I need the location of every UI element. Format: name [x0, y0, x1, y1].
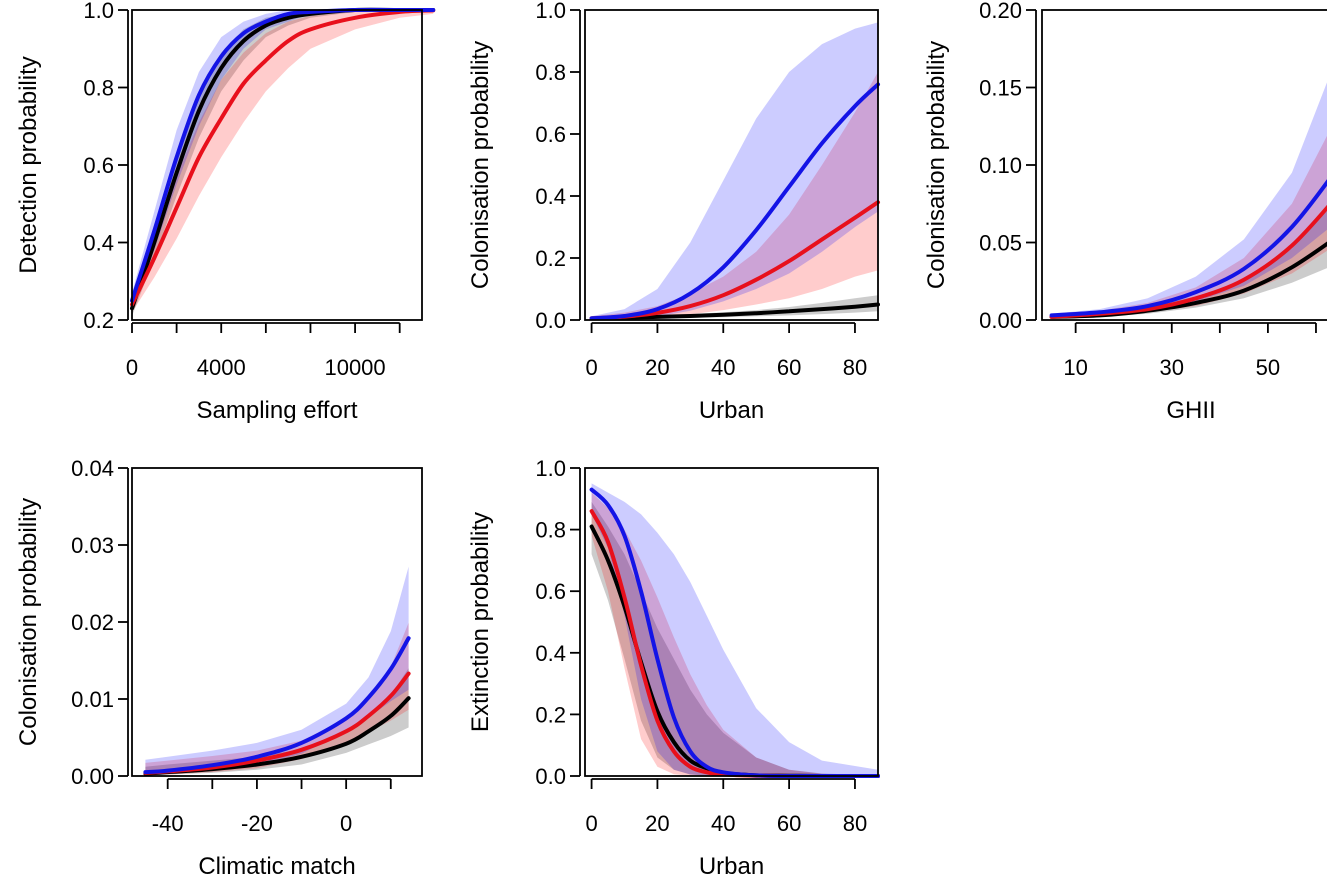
y-tick-label: 0.10 — [979, 153, 1022, 178]
ci-band-blue — [591, 22, 878, 320]
panel-3: 10 30 50 GHII 0.00 0.05 0.10 0.15 0.20 Colonisati… — [923, 0, 1327, 424]
plot-frame — [584, 467, 879, 777]
panel-5: 0 20 40 60 80 Urban 0.0 0.2 0.4 0.6 0.8 1.0 Extincti… — [467, 456, 880, 879]
x-tick-label: 40 — [711, 355, 735, 380]
ci-band-black — [145, 668, 409, 776]
y-tick-label: 0.00 — [71, 764, 114, 789]
y-tick-label: 0.0 — [535, 764, 566, 789]
ci-band-blue — [591, 483, 878, 776]
y-tick-label: 0.00 — [979, 308, 1022, 333]
ci-band-black — [1051, 210, 1327, 319]
y-axis-title: Detection probability — [15, 56, 42, 273]
y-tick-label: 0.4 — [535, 641, 566, 666]
x-tick-label: 50 — [1256, 355, 1280, 380]
curve-blue — [143, 636, 411, 775]
ci-band-blue — [132, 10, 434, 309]
y-tick-label: 0.6 — [535, 579, 566, 604]
x-tick-label: 4000 — [197, 355, 246, 380]
ci-band-red — [591, 72, 878, 320]
x-tick-label: 0 — [340, 811, 352, 836]
x-tick-label: 0 — [126, 355, 138, 380]
ci-band-red — [591, 492, 878, 776]
x-tick-label: -40 — [152, 811, 184, 836]
x-tick-label: 20 — [645, 811, 669, 836]
y-tick-label: 0.2 — [535, 702, 566, 727]
curve-blue — [589, 82, 880, 321]
plot-frame — [131, 9, 423, 321]
y-tick-label: 0.8 — [535, 60, 566, 85]
plot-frame — [584, 9, 879, 321]
y-tick-label: 0.8 — [535, 518, 566, 543]
y-tick-label: 0.6 — [83, 153, 114, 178]
y-tick-label: 0.2 — [83, 308, 114, 333]
y-tick-label: 0.8 — [83, 76, 114, 101]
plot-frame — [1041, 9, 1327, 321]
y-axis-title: Extinction probability — [467, 512, 494, 732]
x-tick-label: 0 — [585, 811, 597, 836]
y-tick-label: 0.2 — [535, 246, 566, 271]
x-tick-label: -20 — [241, 811, 273, 836]
x-tick-label: 80 — [843, 811, 867, 836]
y-tick-label: 0.4 — [83, 231, 114, 256]
ci-band-black — [591, 295, 878, 320]
panel-2: 0 20 40 60 80 Urban 0.0 0.2 0.4 0.6 0.8 1.0 Colonisa… — [467, 0, 880, 424]
plot-frame — [131, 467, 423, 777]
y-tick-label: 0.0 — [535, 308, 566, 333]
x-axis-title: Urban — [699, 853, 764, 879]
y-tick-label: 0.01 — [71, 687, 114, 712]
x-axis-title: Sampling effort — [197, 397, 358, 424]
x-axis-title: GHII — [1166, 397, 1215, 424]
y-tick-label: 1.0 — [535, 456, 566, 481]
y-axis-title: Colonisation probability — [15, 498, 42, 746]
panel-1: 0 4000 10000 Sampling effort 0.2 0.4 0.6 0.8 1.0… — [15, 0, 436, 424]
ci-band-red — [132, 10, 434, 313]
ci-band-red — [145, 622, 409, 776]
y-tick-label: 0.04 — [71, 456, 114, 481]
x-tick-label: 30 — [1160, 355, 1184, 380]
y-axis-title: Colonisation probability — [467, 41, 494, 289]
curve-red — [130, 8, 436, 307]
y-tick-label: 0.6 — [535, 122, 566, 147]
y-tick-label: 1.0 — [535, 0, 566, 23]
x-tick-label: 40 — [711, 811, 735, 836]
x-tick-label: 20 — [645, 355, 669, 380]
y-axis-title: Colonisation probability — [923, 41, 950, 289]
x-tick-label: 60 — [777, 355, 801, 380]
plot-area — [1049, 82, 1327, 319]
x-tick-label: 10000 — [324, 355, 385, 380]
panel-4: -40 -20 0 Climatic match 0.00 0.01 0.02 0.03 0.0… — [15, 456, 423, 879]
curve-black — [589, 302, 880, 321]
y-tick-label: 0.4 — [535, 184, 566, 209]
ci-band-black — [132, 10, 434, 317]
x-axis-title: Climatic match — [198, 853, 355, 879]
y-tick-label: 0.03 — [71, 533, 114, 558]
y-tick-label: 0.15 — [979, 76, 1022, 101]
y-tick-label: 0.20 — [979, 0, 1022, 23]
y-tick-label: 0.02 — [71, 610, 114, 635]
x-tick-label: 0 — [585, 355, 597, 380]
y-tick-label: 1.0 — [83, 0, 114, 23]
curve-blue — [1049, 179, 1327, 318]
ci-band-black — [591, 501, 878, 776]
x-tick-label: 60 — [777, 811, 801, 836]
x-tick-label: 10 — [1063, 355, 1087, 380]
x-tick-label: 80 — [843, 355, 867, 380]
y-tick-label: 0.05 — [979, 231, 1022, 256]
x-axis-title: Urban — [699, 397, 764, 424]
